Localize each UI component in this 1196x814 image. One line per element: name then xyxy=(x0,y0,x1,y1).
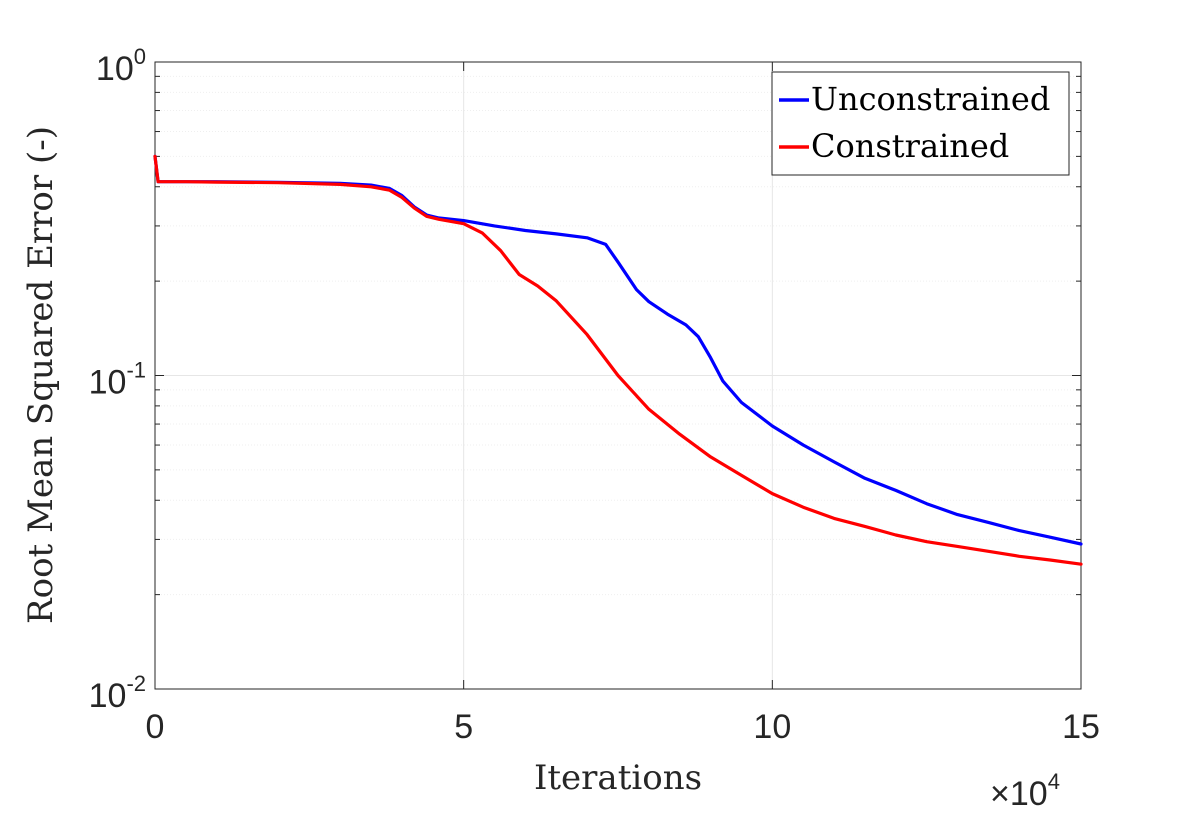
y-tick-label-base: 10 xyxy=(89,677,127,715)
x-tick-label: 0 xyxy=(146,708,165,746)
legend-box xyxy=(771,71,1070,176)
x-tick-label: 10 xyxy=(753,708,791,746)
x-tick-label: 5 xyxy=(454,708,473,746)
x-axis-label: Iterations xyxy=(534,758,702,798)
legend: Unconstrained Constrained xyxy=(771,71,1070,176)
y-tick-label-base: 10 xyxy=(89,364,127,402)
y-axis-label: Root Mean Squared Error (-) xyxy=(21,126,61,624)
x-axis-multiplier-base: ×10 xyxy=(990,775,1048,813)
x-axis-multiplier: ×104 xyxy=(990,769,1060,813)
y-tick-label: 100 xyxy=(96,44,146,88)
legend-label-constrained: Constrained xyxy=(811,127,1009,165)
legend-label-unconstrained: Unconstrained xyxy=(811,80,1050,118)
series-line-unconstrained xyxy=(153,154,1083,546)
axis-ticks xyxy=(154,62,1082,690)
y-tick-label: 10-1 xyxy=(89,358,146,402)
x-tick-label: 15 xyxy=(1062,708,1100,746)
series-line-constrained xyxy=(153,154,1083,566)
x-axis-multiplier-exponent: 4 xyxy=(1048,769,1060,794)
x-tick-labels: 0 5 10 15 xyxy=(146,708,1100,746)
y-tick-label-exponent: -1 xyxy=(126,358,146,383)
y-tick-label-exponent: -2 xyxy=(126,671,146,696)
y-tick-label-exponent: 0 xyxy=(134,44,146,69)
y-tick-label-base: 10 xyxy=(96,50,134,88)
y-tick-label: 10-2 xyxy=(89,671,146,715)
series-lines xyxy=(153,154,1083,566)
